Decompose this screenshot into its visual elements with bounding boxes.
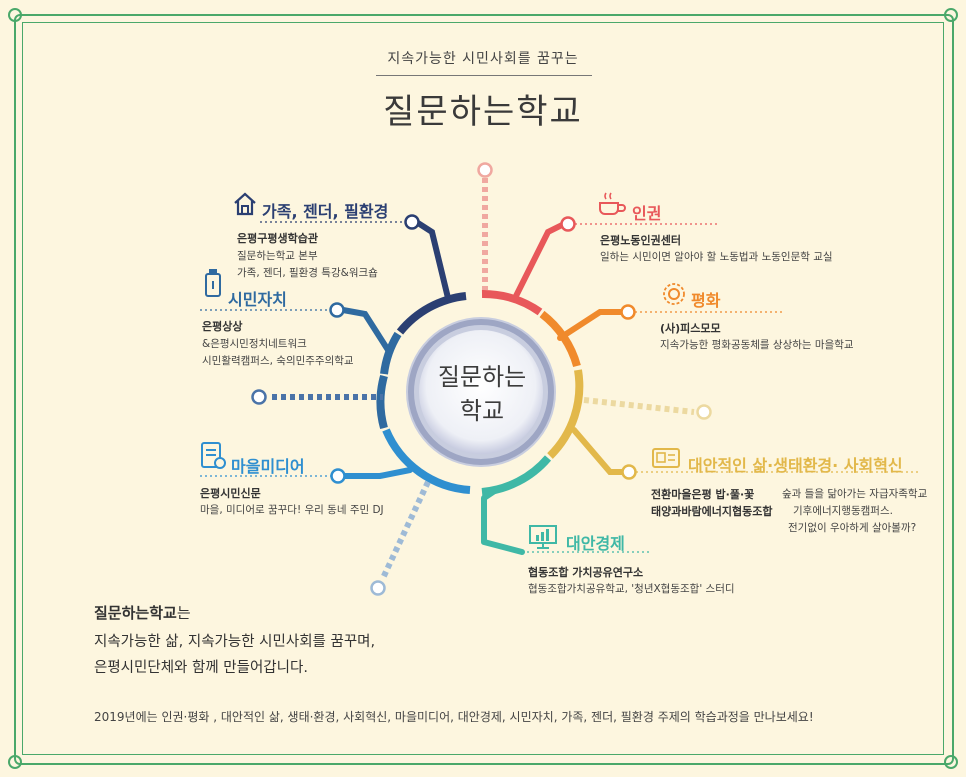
node-peace xyxy=(620,304,636,320)
page-title: 질문하는학교 xyxy=(383,92,583,132)
topic-title-economy: 대안경제 xyxy=(566,534,625,553)
node-citizen-end xyxy=(251,389,267,405)
intro-line-1: 질문하는학교는 xyxy=(94,602,191,623)
ring-segment-family xyxy=(396,292,467,335)
branch-alt-dotted xyxy=(583,397,695,415)
node-media xyxy=(330,468,346,484)
node-rights-end xyxy=(477,162,493,178)
topic-line-rights-1: 일하는 시민이면 알아야 할 노동법과 노동인문학 교실 xyxy=(600,251,833,263)
inner-frame xyxy=(22,22,944,755)
node-media-end xyxy=(370,580,386,596)
house-icon xyxy=(234,192,256,216)
topic-line-economy-1: 협동조합가치공유학교, '청년X협동조합' 스터디 xyxy=(528,583,735,595)
topic-line-citizen-1: &은평시민정치네트워크 xyxy=(202,338,307,350)
coffee-cup-icon xyxy=(599,192,626,215)
monitor-chart-icon xyxy=(529,525,557,549)
hub-ring xyxy=(408,319,554,465)
topic-title-media: 마을미디어 xyxy=(231,457,305,476)
topic-org-rights: 은평노동인권센터 xyxy=(600,234,681,247)
ring-segment-rights xyxy=(481,289,543,316)
ring-segment-citizen xyxy=(380,331,402,375)
node-alt xyxy=(621,464,637,480)
node-family xyxy=(404,214,420,230)
corner-flourish-icon xyxy=(944,755,958,769)
topic-org-citizen: 은평상상 xyxy=(202,320,243,333)
id-card-icon xyxy=(652,448,680,468)
topic-line-family-2: 가족, 젠더, 필환경 특강&워크숍 xyxy=(237,267,378,279)
topic-org-media: 은평시민신문 xyxy=(200,487,261,500)
ring-segment-media xyxy=(382,428,471,494)
topic-desc-alt-2: 기후에너지행동캠퍼스. xyxy=(793,505,893,517)
topic-title-family: 가족, 젠더, 필환경 xyxy=(262,202,389,221)
hub-inner xyxy=(419,330,543,454)
branch-peace xyxy=(557,309,625,341)
corner-flourish-icon xyxy=(8,755,22,769)
hub-label-line2: 학교 xyxy=(459,397,505,425)
flower-sun-icon xyxy=(663,283,685,305)
intro-suffix: 는 xyxy=(176,604,191,622)
intro-school-name: 질문하는학교 xyxy=(94,604,177,622)
hub-label-line1: 질문하는 xyxy=(437,363,527,391)
corner-flourish-icon xyxy=(944,8,958,22)
topic-line-alt-3: 전기없이 우아하게 살아볼까? xyxy=(788,522,917,534)
topic-title-peace: 평화 xyxy=(691,291,721,310)
node-citizen xyxy=(329,302,345,318)
topic-title-rights: 인권 xyxy=(632,204,662,223)
topic-org-peace: (사)피스모모 xyxy=(660,322,721,335)
subtitle: 지속가능한 시민사회를 꿈꾸는 xyxy=(387,51,579,67)
title-rule xyxy=(376,75,592,76)
node-rights xyxy=(560,216,576,232)
topic-org-economy: 협동조합 가치공유연구소 xyxy=(528,566,644,579)
branch-alt xyxy=(571,427,625,475)
branch-citizen xyxy=(340,307,391,353)
branch-family xyxy=(415,220,451,301)
topic-line-family-1: 질문하는학교 본부 xyxy=(237,250,318,262)
topic-line-peace-1: 지속가능한 평화공동체를 상상하는 마을학교 xyxy=(660,339,854,351)
branch-media xyxy=(342,467,413,479)
branch-economy xyxy=(481,487,525,555)
topic-line-citizen-2: 시민활력캠퍼스, 숙의민주주의학교 xyxy=(202,355,354,367)
intro-line-2: 지속가능한 삶, 지속가능한 시민사회를 꿈꾸며, xyxy=(94,634,376,650)
branch-rights xyxy=(512,222,565,301)
clipboard-icon xyxy=(201,442,226,469)
topic-desc-alt-1: 숲과 들을 닮아가는 자급자족학교 xyxy=(782,488,928,500)
topic-org-alt-1: 전환마을은평 밥·풀·꽃 xyxy=(651,488,755,501)
topic-line-media-1: 마을, 미디어로 꿈꾸다! 우리 동네 주민 DJ xyxy=(200,504,384,516)
branch-media-dotted xyxy=(380,480,431,580)
topic-org-family: 은평구평생학습관 xyxy=(237,232,318,245)
topic-title-alt: 대안적인 삶·생태환경· 사회혁신 xyxy=(688,456,903,475)
ring-segment-alt xyxy=(547,369,584,459)
node-alt-end xyxy=(696,404,712,420)
corner-flourish-icon xyxy=(8,8,22,22)
footer-note: 2019년에는 인권·평화 , 대안적인 삶, 생태·환경, 사회혁신, 마을미… xyxy=(94,710,814,724)
ring-segment-citizen-2 xyxy=(376,374,388,430)
topic-title-citizen: 시민자치 xyxy=(228,290,287,309)
topic-org-alt-2: 태양과바람에너지협동조합 xyxy=(651,505,773,518)
intro-line-3: 은평시민단체와 함께 만들어갑니다. xyxy=(94,660,308,676)
phone-icon xyxy=(205,269,221,297)
outer-frame xyxy=(14,14,954,765)
